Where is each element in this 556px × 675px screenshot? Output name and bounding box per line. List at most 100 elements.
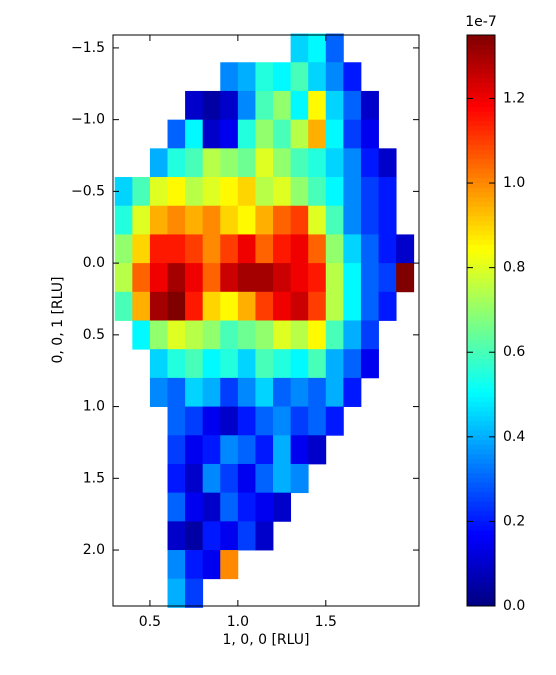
heatmap-cell	[255, 62, 274, 92]
heatmap-cell	[273, 62, 292, 92]
heatmap-cell	[237, 263, 256, 293]
colorbar-band	[467, 372, 495, 379]
colorbar-band	[467, 39, 495, 46]
colorbar-band	[467, 220, 495, 226]
colorbar-band	[467, 339, 495, 345]
colorbar-band	[467, 506, 495, 512]
heatmap-cell	[273, 463, 292, 494]
heatmap-cell	[220, 90, 239, 121]
heatmap-cell	[237, 435, 256, 465]
heatmap-cell	[255, 90, 274, 121]
y-tick-label: −1.0	[71, 112, 105, 128]
heatmap-cell	[167, 435, 186, 465]
colorbar-band	[467, 591, 495, 597]
colorbar-band	[467, 482, 495, 488]
heatmap-cell	[255, 234, 274, 264]
colorbar-band	[467, 306, 495, 312]
heatmap-cell	[325, 377, 344, 407]
heatmap-cell	[220, 435, 239, 465]
heatmap-cell	[237, 119, 256, 149]
plot-frame	[112, 34, 420, 607]
colorbar-band	[467, 353, 495, 360]
colorbar-band	[467, 448, 495, 455]
heatmap-cell	[290, 62, 309, 92]
colorbar-band	[467, 201, 495, 207]
heatmap-cell	[167, 550, 186, 580]
x-tick-label: 1.5	[315, 614, 337, 630]
colorbar-band	[467, 425, 495, 431]
heatmap-cell	[185, 578, 204, 608]
colorbar-band	[467, 563, 495, 569]
heatmap-cell	[360, 205, 379, 235]
colorbar-band	[467, 368, 495, 374]
heatmap-cell	[202, 521, 221, 551]
heatmap-cell	[202, 148, 221, 178]
colorbar-band	[467, 35, 495, 41]
heatmap-cell	[360, 263, 379, 293]
colorbar-band	[467, 387, 495, 393]
heatmap-cell	[273, 320, 292, 350]
heatmap-cell	[290, 90, 309, 121]
heatmap-cell	[237, 377, 256, 407]
colorbar-band	[467, 510, 495, 517]
colorbar-band	[467, 139, 495, 145]
heatmap-cell	[255, 320, 274, 350]
colorbar-band	[467, 444, 495, 450]
colorbar-band	[467, 320, 495, 326]
colorbar-band	[467, 586, 495, 593]
heatmap-cell	[325, 119, 344, 149]
y-tick-label: −1.5	[71, 40, 105, 56]
heatmap-cell	[255, 148, 274, 178]
heatmap-cell	[220, 492, 239, 522]
heatmap-cell	[273, 263, 292, 293]
colorbar-band	[467, 582, 495, 588]
heatmap-cell	[167, 119, 186, 149]
heatmap-cell	[202, 349, 221, 379]
heatmap-cell	[202, 406, 221, 436]
colorbar-band	[467, 134, 495, 141]
heatmap-cell	[167, 578, 186, 608]
heatmap-cell	[220, 550, 239, 580]
colorbar-frame	[466, 34, 496, 607]
heatmap-cell	[132, 234, 151, 264]
heatmap-cell	[308, 119, 327, 149]
heatmap-cell	[149, 291, 168, 321]
heatmap-cell	[255, 521, 274, 551]
heatmap-cell	[308, 377, 327, 407]
heatmap-cell	[185, 205, 204, 235]
heatmap-cell	[255, 377, 274, 407]
heatmap-cell	[255, 291, 274, 321]
heatmap-cell	[220, 148, 239, 178]
heatmap-cell	[114, 263, 133, 293]
colorbar	[467, 35, 495, 607]
colorbar-band	[467, 391, 495, 398]
heatmap-cell	[167, 521, 186, 551]
colorbar-tick-label: 0.0	[503, 598, 525, 614]
heatmap-cell	[325, 177, 344, 207]
heatmap-cell	[325, 320, 344, 350]
colorbar-band	[467, 125, 495, 131]
x-tick-label: 0.5	[139, 614, 161, 630]
colorbar-band	[467, 268, 495, 274]
heatmap-cell	[308, 90, 327, 121]
colorbar-band	[467, 187, 495, 193]
heatmap-cell	[273, 406, 292, 436]
heatmap-cell	[185, 234, 204, 264]
heatmap-cell	[237, 492, 256, 522]
heatmap-cell	[360, 119, 379, 149]
heatmap-cell	[167, 148, 186, 178]
colorbar-tick-label: 1.2	[503, 90, 525, 106]
heatmap-cell	[255, 463, 274, 494]
heatmap-cell	[202, 291, 221, 321]
heatmap-cell	[290, 234, 309, 264]
colorbar-band	[467, 68, 495, 74]
heatmap-cell	[255, 406, 274, 436]
heatmap-cell	[220, 263, 239, 293]
heatmap-cell	[290, 320, 309, 350]
heatmap-cell	[343, 177, 362, 207]
heatmap-cell	[220, 320, 239, 350]
heatmap-cell	[185, 320, 204, 350]
heatmap-cell	[255, 492, 274, 522]
heatmap-cell	[220, 291, 239, 321]
heatmap-cell	[255, 349, 274, 379]
